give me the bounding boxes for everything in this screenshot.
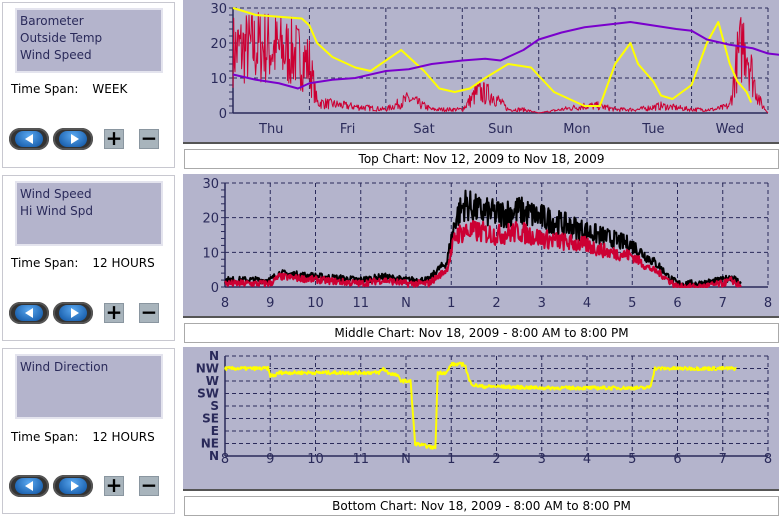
time-span-label: Time Span: [11, 82, 79, 96]
top-chart: 0 10 20 30 Thu Fri Sat Sun Mon Tue Wed [183, 0, 779, 144]
x-tick-label: 3 [538, 452, 546, 467]
forward-button[interactable] [53, 128, 93, 150]
series-line-outside-temp [232, 7, 753, 107]
zoom-out-button[interactable]: − [139, 126, 159, 150]
time-span-label: Time Span: [11, 430, 79, 444]
x-tick-label: 8 [221, 452, 229, 467]
y-tick-label: N [209, 349, 219, 363]
series-item[interactable]: Wind Direction [20, 360, 109, 374]
top-controls-panel: Barometer Outside Temp Wind Speed Time S… [2, 2, 175, 168]
series-line-wind-direction [224, 361, 737, 450]
x-tick-label: Wed [716, 122, 744, 137]
series-item[interactable]: Hi Wind Spd [20, 204, 93, 218]
series-item[interactable]: Wind Speed [20, 48, 92, 62]
x-tick-label: N [401, 296, 411, 311]
forward-button[interactable] [53, 475, 93, 497]
x-tick-label: 8 [221, 296, 229, 311]
top-series-list[interactable]: Barometer Outside Temp Wind Speed [15, 8, 163, 73]
x-tick-label: 9 [266, 296, 274, 311]
x-tick-label: 2 [492, 296, 500, 311]
series-line-wind-speed [224, 220, 742, 288]
x-tick-label: 4 [583, 296, 591, 311]
y-tick-label: SE [202, 412, 219, 426]
y-tick-label: 20 [210, 37, 227, 52]
bottom-controls-panel: Wind Direction Time Span: 12 HOURS + − [2, 348, 175, 514]
y-tick-label: 30 [202, 177, 219, 192]
x-tick-label: Mon [563, 122, 590, 137]
y-tick-label: 0 [211, 281, 219, 296]
zoom-in-button[interactable]: + [104, 473, 124, 497]
zoom-out-button[interactable]: − [139, 473, 159, 497]
series-item[interactable]: Wind Speed [20, 187, 92, 201]
time-span-value: WEEK [92, 82, 128, 96]
forward-button[interactable] [53, 302, 93, 324]
bottom-series-list[interactable]: Wind Direction [15, 354, 163, 419]
time-span: Time Span: 12 HOURS [11, 430, 155, 444]
time-span: Time Span: WEEK [11, 82, 127, 96]
x-tick-label: 8 [764, 452, 772, 467]
y-tick-label: 20 [202, 212, 219, 227]
x-tick-label: 7 [719, 452, 727, 467]
x-tick-label: 11 [352, 452, 369, 467]
middle-series-list[interactable]: Wind Speed Hi Wind Spd [15, 181, 163, 246]
middle-chart: 0 10 20 30 8 9 10 11 N 1 2 3 4 5 6 7 8 [183, 174, 779, 318]
x-tick-label: 8 [764, 296, 772, 311]
x-tick-label: 7 [719, 296, 727, 311]
x-tick-label: 9 [266, 452, 274, 467]
time-span-value: 12 HOURS [92, 256, 155, 270]
x-tick-label: N [401, 452, 411, 467]
middle-chart-caption: Middle Chart: Nov 18, 2009 - 8:00 AM to … [184, 323, 779, 343]
time-span: Time Span: 12 HOURS [11, 256, 155, 270]
series-line-hi-wind-spd [224, 189, 742, 288]
y-tick-label: 30 [210, 2, 227, 17]
x-tick-label: 10 [307, 452, 324, 467]
x-tick-label: 5 [628, 452, 636, 467]
x-tick-label: Thu [258, 122, 283, 137]
x-tick-label: 3 [538, 296, 546, 311]
time-span-label: Time Span: [11, 256, 79, 270]
x-tick-label: 10 [307, 296, 324, 311]
time-span-value: 12 HOURS [92, 430, 155, 444]
zoom-in-button[interactable]: + [104, 126, 124, 150]
y-tick-label: 10 [202, 246, 219, 261]
y-tick-label: NW [196, 362, 219, 376]
series-line-wind-speed [232, 12, 769, 114]
x-tick-label: 4 [583, 452, 591, 467]
y-tick-label: 0 [219, 107, 227, 122]
x-tick-label: Tue [641, 122, 664, 137]
x-tick-label: 2 [492, 452, 500, 467]
x-tick-label: 1 [447, 296, 455, 311]
x-tick-label: 5 [628, 296, 636, 311]
top-chart-caption: Top Chart: Nov 12, 2009 to Nov 18, 2009 [184, 149, 779, 169]
y-tick-label: SW [197, 387, 219, 401]
middle-controls-panel: Wind Speed Hi Wind Spd Time Span: 12 HOUR… [2, 175, 175, 341]
y-tick-label: W [206, 374, 219, 388]
x-tick-label: Fri [340, 122, 356, 137]
back-button[interactable] [9, 302, 49, 324]
series-item[interactable]: Outside Temp [20, 31, 103, 45]
y-tick-label: N [209, 449, 219, 463]
y-tick-label: NE [201, 437, 219, 451]
y-tick-label: 10 [210, 72, 227, 87]
x-tick-label: 1 [447, 452, 455, 467]
zoom-in-button[interactable]: + [104, 300, 124, 324]
series-line-barometer [232, 21, 779, 90]
x-tick-label: Sun [488, 122, 513, 137]
x-tick-label: 11 [352, 296, 369, 311]
x-tick-label: 6 [673, 452, 681, 467]
x-tick-label: 6 [673, 296, 681, 311]
y-tick-label: S [210, 399, 219, 413]
x-tick-label: Sat [413, 122, 434, 137]
back-button[interactable] [9, 128, 49, 150]
zoom-out-button[interactable]: − [139, 300, 159, 324]
series-item[interactable]: Barometer [20, 14, 84, 28]
back-button[interactable] [9, 475, 49, 497]
bottom-chart: N NE E SE S SW W NW N 8 9 10 11 N 1 2 3 4 5 6 7 8 [183, 347, 779, 491]
bottom-chart-caption: Bottom Chart: Nov 18, 2009 - 8:00 AM to … [184, 496, 779, 516]
y-tick-label: E [211, 424, 219, 438]
